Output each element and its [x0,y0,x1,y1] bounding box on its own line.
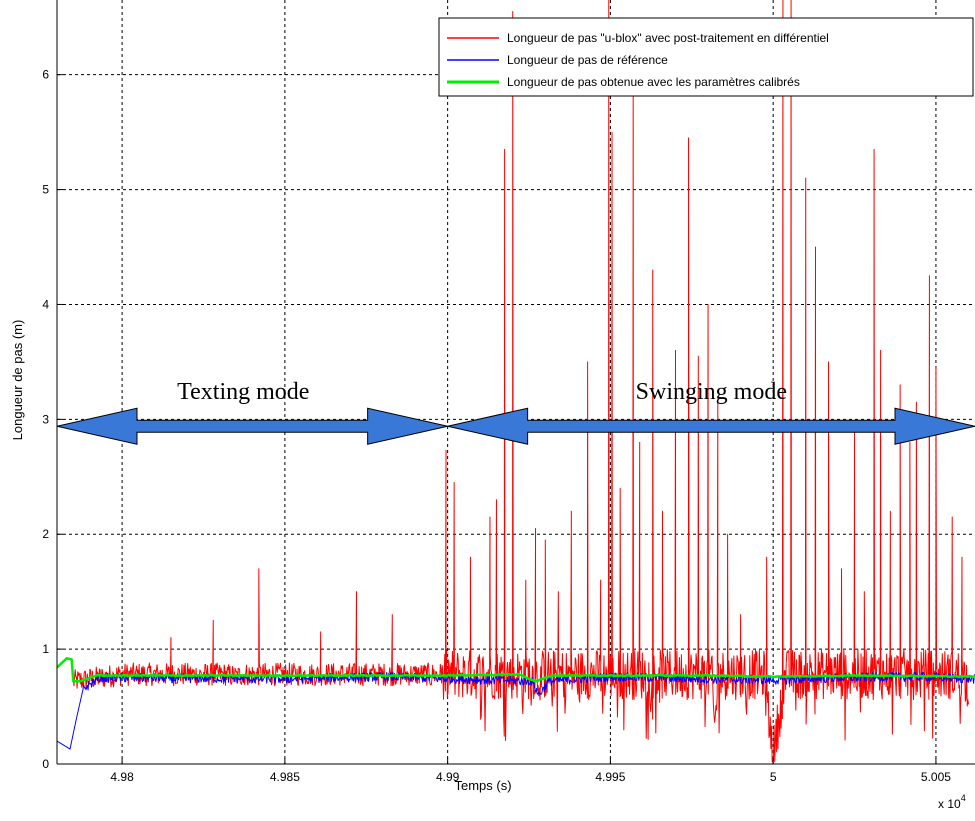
series-layer [57,0,975,763]
y-tick-label: 2 [42,527,49,541]
x-tick-label: 4.995 [595,770,625,784]
x-tick-label: 4.99 [436,770,460,784]
y-tick-label: 1 [42,642,49,656]
legend: Longueur de pas "u-blox" avec post-trait… [438,17,974,97]
x-ticks: 4.98 4.985 4.99 4.995 5 5.005 [110,758,951,784]
annotation-label-swinging: Swinging mode [636,379,787,405]
legend-label-green: Longueur de pas obtenue avec les paramèt… [507,75,800,89]
axes [56,0,975,765]
legend-label-red: Longueur de pas "u-blox" avec post-trait… [507,31,829,45]
x-tick-label: 4.985 [270,770,300,784]
y-tick-label: 5 [42,183,49,197]
x-tick-label: 5.005 [921,770,951,784]
series-green-calibrated [57,657,975,683]
x-multiplier-exponent: 4 [961,793,966,803]
x-axis-label: Temps (s) [454,778,511,793]
legend-label-blue: Longueur de pas de référence [507,53,668,67]
x-tick-label: 4.98 [110,770,134,784]
annotation-label-texting: Texting mode [177,379,309,405]
annotation-layer: Texting mode Swinging mode [56,379,975,445]
x-multiplier-base: x 10 [938,797,961,811]
x-tick-label: 5 [770,770,777,784]
y-axis-label: Longueur de pas (m) [10,320,25,441]
y-tick-label: 6 [42,68,49,82]
legend-box [438,17,974,97]
y-tick-label: 0 [42,757,49,771]
legend-entry-red: Longueur de pas "u-blox" avec post-trait… [447,31,829,45]
legend-entry-blue: Longueur de pas de référence [447,53,668,67]
plot-area [57,0,975,764]
y-ticks: 0 1 2 3 4 5 6 [42,68,63,771]
annotation-arrow-swinging [447,407,975,445]
y-tick-label: 3 [42,412,49,426]
y-tick-label: 4 [42,297,49,311]
x-multiplier-label: x 104 [938,793,966,811]
legend-entry-green: Longueur de pas obtenue avec les paramèt… [447,75,800,89]
